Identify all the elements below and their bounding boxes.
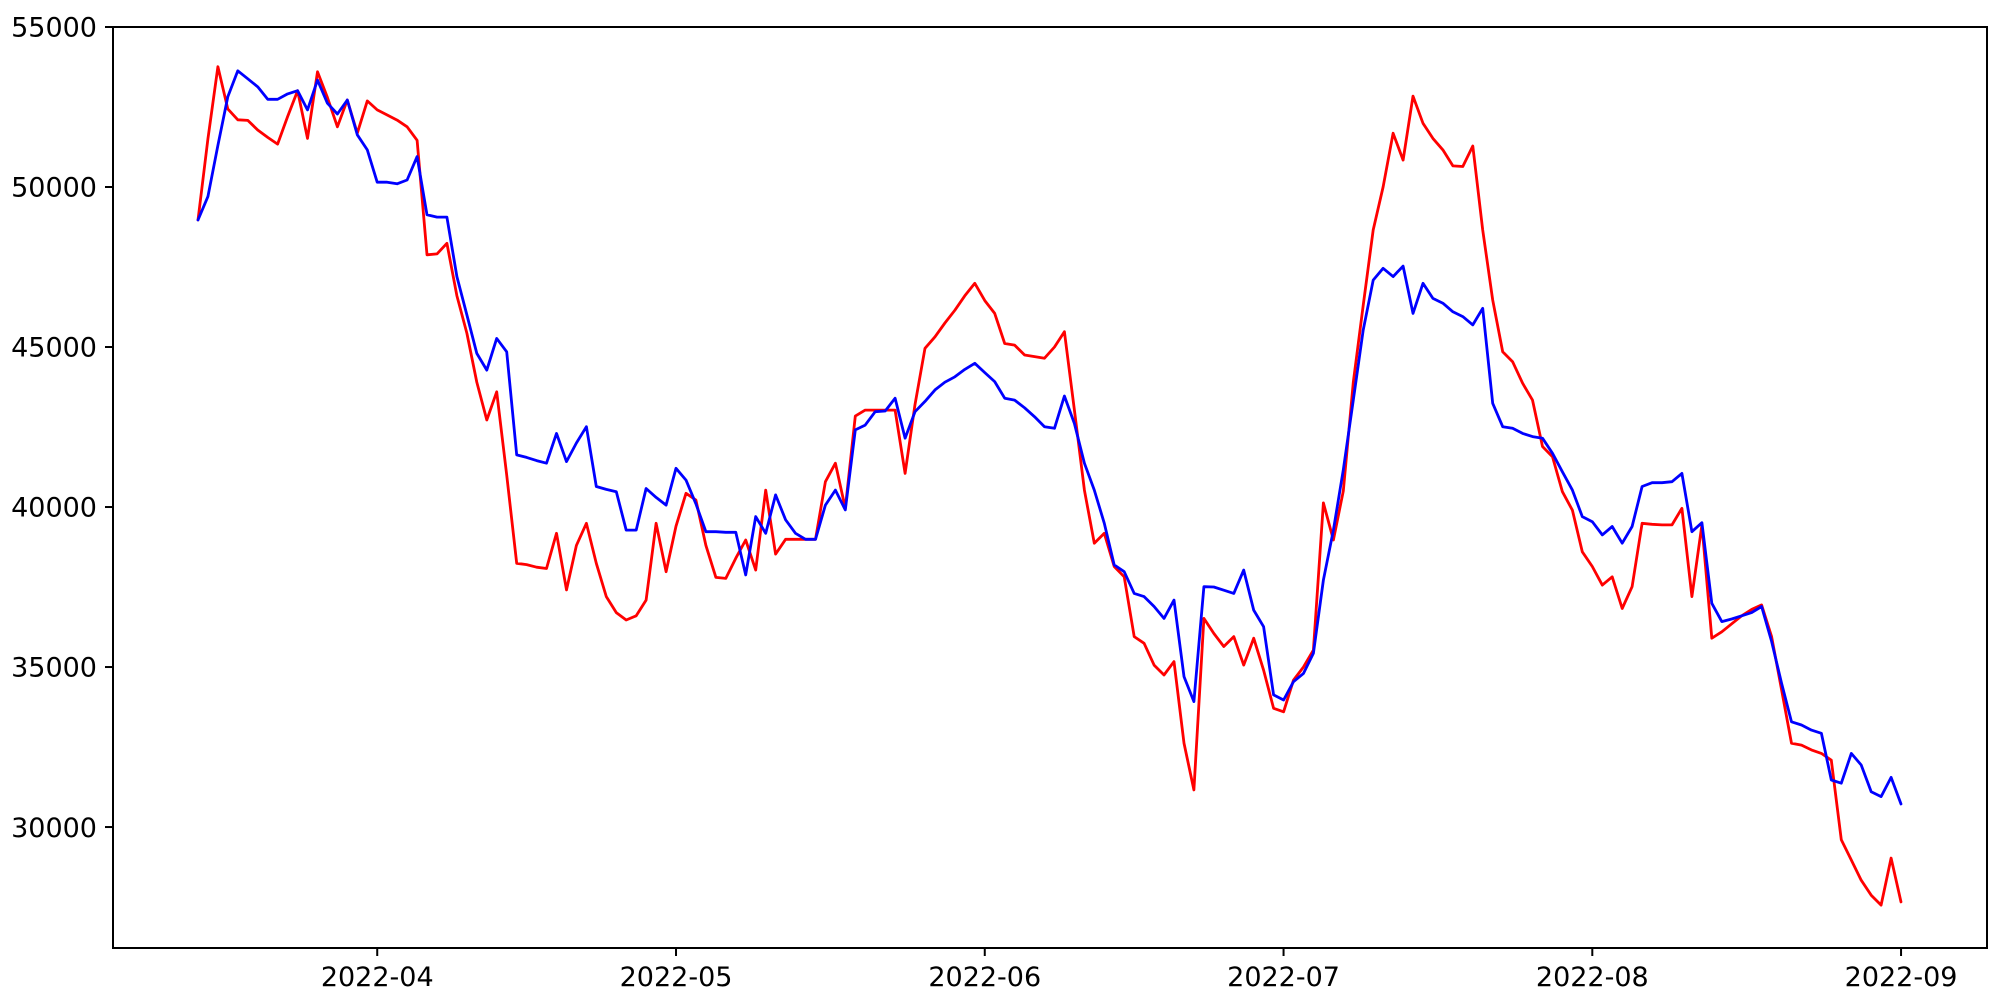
y-tick-label: 45000 (11, 333, 97, 364)
x-tick-label: 2022-08 (1536, 962, 1649, 993)
plot-border (112, 26, 1988, 949)
x-tick-label: 2022-09 (1845, 962, 1958, 993)
y-tick-label: 40000 (11, 493, 97, 524)
x-tick-label: 2022-05 (620, 962, 733, 993)
red-series-line (196, 65, 1903, 907)
x-tick-label: 2022-04 (321, 962, 434, 993)
blue-series-line (196, 69, 1903, 806)
x-tick-label: 2022-06 (928, 962, 1041, 993)
x-axis: 2022-04 2022-05 2022-06 2022-07 2022-08 2022-… (321, 948, 1958, 993)
x-tick-label: 2022-07 (1227, 962, 1340, 993)
y-tick-label: 50000 (11, 173, 97, 204)
y-tick-label: 30000 (11, 813, 97, 844)
y-axis: 30000 35000 40000 45000 50000 55000 (11, 13, 113, 844)
y-tick-label: 35000 (11, 653, 97, 684)
y-tick-label: 55000 (11, 13, 97, 44)
